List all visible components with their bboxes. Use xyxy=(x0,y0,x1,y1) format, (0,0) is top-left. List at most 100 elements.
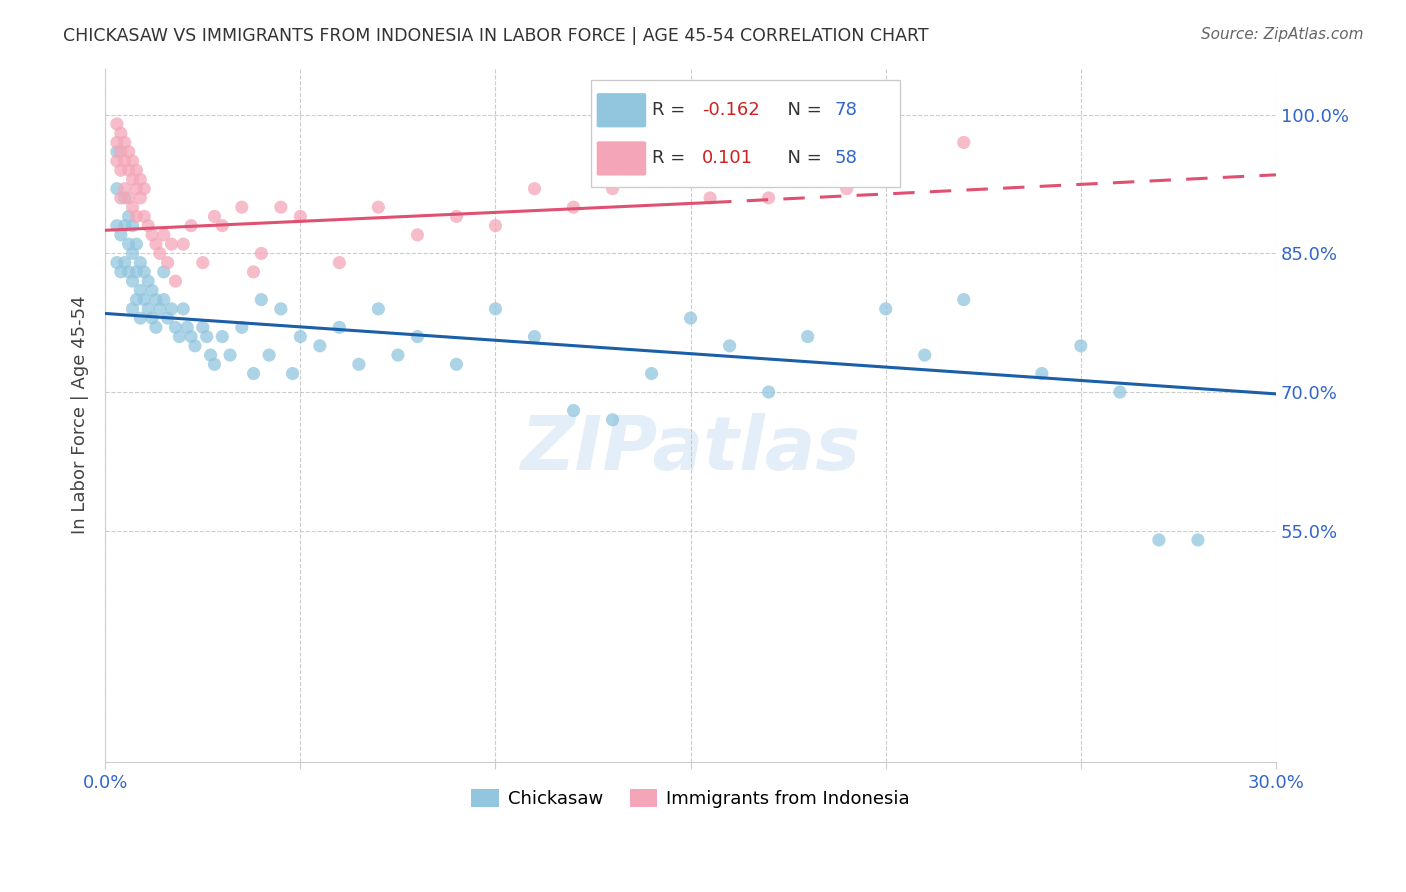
Point xyxy=(134,210,156,224)
Point xyxy=(219,348,242,362)
Point xyxy=(105,136,128,150)
Point xyxy=(446,210,468,224)
Point xyxy=(231,320,253,334)
Point xyxy=(176,320,198,334)
Point xyxy=(110,227,132,242)
Text: Source: ZipAtlas.com: Source: ZipAtlas.com xyxy=(1201,27,1364,42)
Point xyxy=(121,172,143,186)
Point xyxy=(141,227,163,242)
Point xyxy=(250,293,273,307)
Point xyxy=(121,301,143,316)
Point xyxy=(121,274,143,288)
Point xyxy=(242,367,264,381)
Point xyxy=(125,293,148,307)
Point xyxy=(640,163,662,178)
Point xyxy=(640,367,662,381)
Point xyxy=(160,301,183,316)
Point xyxy=(169,329,191,343)
Point xyxy=(195,329,218,343)
Point xyxy=(110,126,132,140)
Point xyxy=(270,200,292,214)
Point xyxy=(184,339,207,353)
Point xyxy=(152,265,174,279)
Point xyxy=(149,301,172,316)
Point xyxy=(145,320,167,334)
Point xyxy=(211,219,233,233)
Point xyxy=(204,357,226,371)
Text: R =: R = xyxy=(652,102,692,120)
Point xyxy=(406,227,429,242)
Point xyxy=(114,153,136,168)
Point xyxy=(875,301,897,316)
Point xyxy=(367,200,389,214)
Point xyxy=(129,311,152,326)
Point xyxy=(290,210,312,224)
Point xyxy=(121,200,143,214)
Point xyxy=(328,320,350,334)
Point xyxy=(718,172,741,186)
Point xyxy=(699,191,721,205)
Point xyxy=(117,163,139,178)
FancyBboxPatch shape xyxy=(596,141,647,176)
Point xyxy=(114,136,136,150)
Point xyxy=(105,153,128,168)
Point xyxy=(718,339,741,353)
Text: CHICKASAW VS IMMIGRANTS FROM INDONESIA IN LABOR FORCE | AGE 45-54 CORRELATION CH: CHICKASAW VS IMMIGRANTS FROM INDONESIA I… xyxy=(63,27,929,45)
Point xyxy=(136,274,159,288)
Point xyxy=(914,348,936,362)
Point xyxy=(117,237,139,252)
Point xyxy=(129,255,152,269)
Point xyxy=(152,227,174,242)
Point xyxy=(125,265,148,279)
Point xyxy=(758,191,780,205)
Y-axis label: In Labor Force | Age 45-54: In Labor Force | Age 45-54 xyxy=(72,296,89,534)
Point xyxy=(134,265,156,279)
Point xyxy=(281,367,304,381)
Text: 78: 78 xyxy=(835,102,858,120)
Point xyxy=(367,301,389,316)
Point xyxy=(446,357,468,371)
Point xyxy=(679,311,702,326)
Point xyxy=(136,301,159,316)
Point xyxy=(121,153,143,168)
Text: N =: N = xyxy=(776,150,828,168)
Point xyxy=(952,293,974,307)
Point xyxy=(172,301,194,316)
Point xyxy=(114,219,136,233)
FancyBboxPatch shape xyxy=(591,80,900,187)
Text: ZIPatlas: ZIPatlas xyxy=(520,413,860,486)
Point xyxy=(484,219,506,233)
Point xyxy=(308,339,330,353)
Point xyxy=(117,265,139,279)
Point xyxy=(129,172,152,186)
Point xyxy=(156,255,179,269)
Point xyxy=(602,413,624,427)
Point xyxy=(121,219,143,233)
Point xyxy=(141,284,163,298)
Point xyxy=(796,153,818,168)
Point xyxy=(129,284,152,298)
Point xyxy=(114,182,136,196)
Point xyxy=(250,246,273,260)
Point xyxy=(387,348,409,362)
Point xyxy=(347,357,370,371)
Point xyxy=(129,191,152,205)
Point xyxy=(835,182,858,196)
Point xyxy=(114,191,136,205)
Point xyxy=(117,210,139,224)
Point xyxy=(125,182,148,196)
Point xyxy=(145,293,167,307)
Point xyxy=(110,145,132,159)
Point xyxy=(136,219,159,233)
Point xyxy=(406,329,429,343)
Point xyxy=(523,329,546,343)
Point xyxy=(200,348,222,362)
Point xyxy=(105,255,128,269)
Point xyxy=(134,293,156,307)
Point xyxy=(110,191,132,205)
Text: -0.162: -0.162 xyxy=(702,102,759,120)
Point xyxy=(105,219,128,233)
Point xyxy=(180,329,202,343)
Point xyxy=(145,237,167,252)
Point xyxy=(125,237,148,252)
